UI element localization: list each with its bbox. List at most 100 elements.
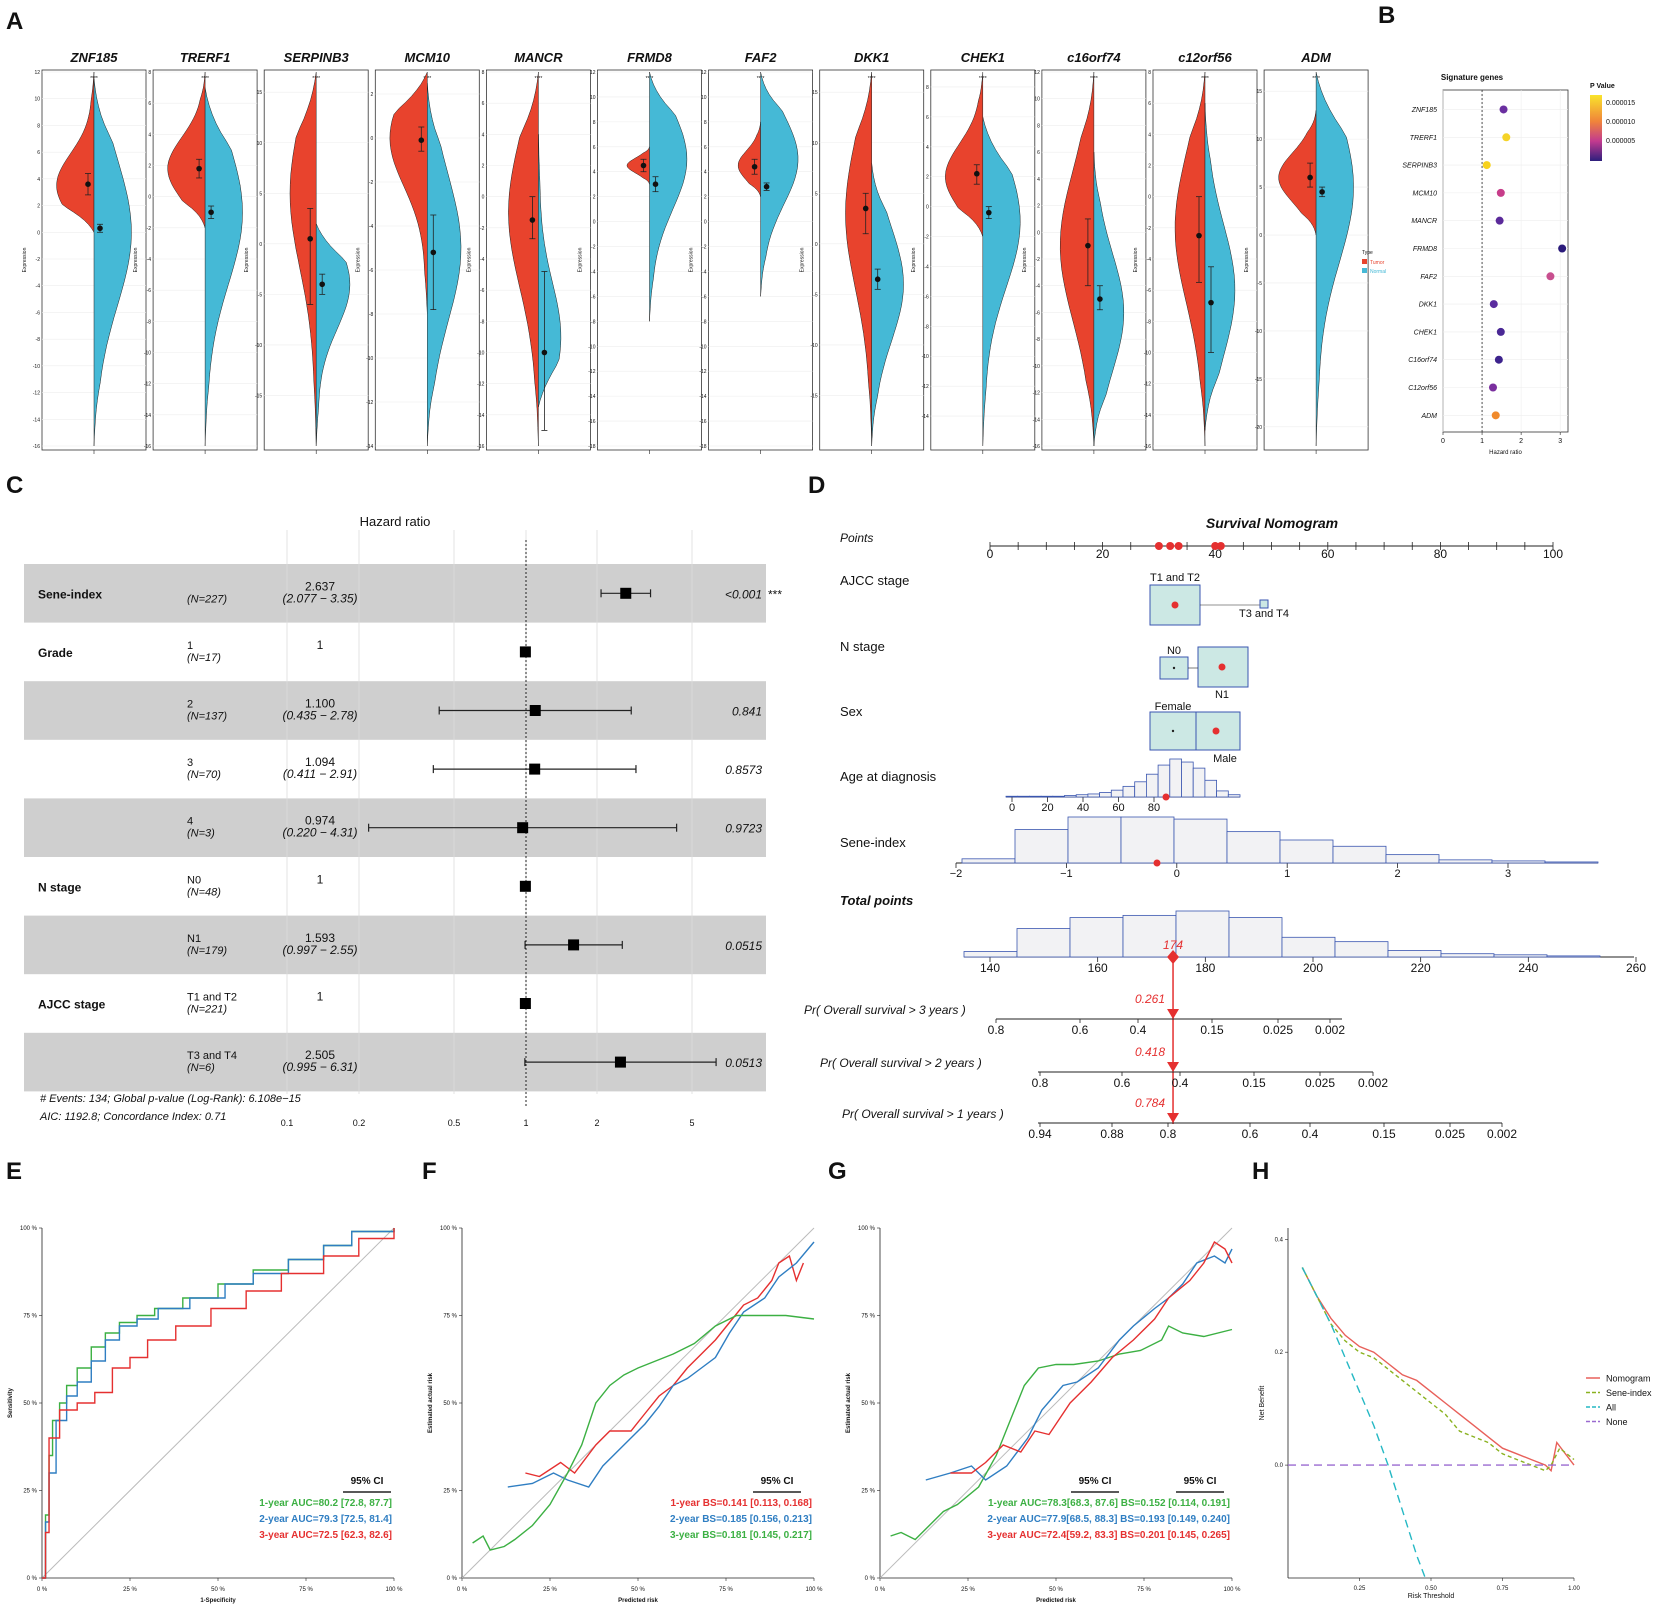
violin-normal-mean-point [986,209,992,216]
violin-gene-title: CHEK1 [961,50,1005,65]
forest-estimate-marker [529,705,541,716]
ci-header: 95% CI [761,1476,794,1487]
violin-gene-title: FAF2 [745,50,778,65]
forest-title: Hazard ratio [360,514,431,529]
violin-tumor-mean-point [974,170,980,177]
violin-normal-mean-point [1208,299,1214,306]
violin-tick-label: 10 [34,97,40,103]
violin-ylabel: Expression [911,247,917,272]
violin-tumor-half [1278,110,1317,236]
nomogram-points-tick-label: 60 [1321,547,1335,561]
nomogram-survival-label: Pr( Overall survival > 3 years ) [804,1003,966,1017]
violin-tick-label: 8 [1148,70,1151,76]
legend-entry-2: 3-year AUC=72.4[59.2, 83.3] BS=0.201 [0.… [987,1530,1230,1541]
nomogram-age-bar [1029,795,1042,798]
violin-legend-label-tumor: Tumor [1370,260,1385,266]
violin-tumor-mean-point [1196,232,1202,239]
violin-tick-label: 0 [1037,230,1040,236]
nomogram-total-bar [1122,914,1177,958]
forest-ci-value: (0.220 − 4.31) [282,826,357,840]
violin-tick-label: 12 [590,70,596,76]
nomogram-sene-bar [1014,829,1069,864]
x-tick-label: 75 % [299,1587,313,1593]
nomogram-survival-label: Pr( Overall survival > 2 years ) [820,1056,982,1070]
y-tick-label: 25 % [861,1489,875,1495]
roc-curve-plot: 0 % 0 % 25 % 25 % 50 % 50 % 75 % 75 % 100 % 100 %… [8,1226,403,1604]
violin-tick-label: -8 [591,319,596,325]
dotplot-colorbar-label: 0.000010 [1606,119,1635,126]
violin-tick-label: 10 [1257,137,1263,143]
nomogram-age-bar [1017,795,1030,798]
nomogram-survival-value: 0.784 [1135,1096,1165,1110]
violin-tick-label: 5 [1259,185,1262,191]
nomogram-sene-tick-label: −1 [1060,868,1073,880]
violin-legend-title: Type [1362,250,1373,256]
forest-estimate-marker [529,763,541,775]
nomogram-survival-tick-label: 0.8 [988,1023,1005,1037]
violin-tick-label: 0 [371,136,374,142]
nomogram-sene-tick-label: 3 [1505,868,1511,880]
violin-tick-label: -2 [1147,226,1152,232]
legend-label-sene-index: Sene-index [1606,1388,1652,1398]
violin-ylabel: Expression [1244,247,1250,272]
nomogram-age-tick-label: 80 [1148,802,1160,814]
violin-tick-label: 4 [593,170,596,176]
nomogram-age-bar [1169,758,1182,798]
violin-tick-label: -10 [1033,364,1040,370]
x-tick-label: 100 % [385,1587,403,1593]
violin-tick-label: -16 [699,419,706,425]
violin-tick-label: -4 [480,257,485,263]
violin-tick-label: -15 [255,393,262,399]
nomogram-survival-marker [1167,1113,1180,1123]
nomogram-age-bar [1134,781,1147,798]
violin-tick-label: 8 [148,70,151,76]
dotplot-gene-label: CHEK1 [1414,329,1437,336]
forest-row-shade [24,564,766,623]
violin-ylabel: Expression [466,247,472,272]
violin-tick-label: 0 [593,220,596,226]
legend-entry-2: 3-year AUC=72.5 [62.3, 82.6] [259,1530,392,1541]
dotplot-point-chek1 [1496,327,1505,336]
violin-tick-label: 6 [37,150,40,156]
violin-normal-half [1315,71,1354,447]
violin-tumor-half [289,71,317,447]
violin-tick-label: -12 [588,369,595,375]
forest-x-tick-label: 2 [594,1118,599,1128]
nomogram-age-label: Age at diagnosis [840,769,937,784]
y-tick-label: 100 % [858,1226,876,1232]
violin-tick-label: 0 [704,220,707,226]
legend-entry-1: 2-year AUC=79.3 [72.5, 81.4] [259,1514,392,1525]
y-axis-label: Estimated actual risk [846,1372,852,1433]
nomogram-total-bar [1281,936,1336,958]
panel-label-f: F [422,1158,437,1185]
y-tick-label: 0 % [447,1576,458,1582]
dotplot-gene-label: FRMD8 [1413,246,1437,253]
forest-hr-value: 1 [317,638,324,652]
dotplot-point-serpinb3 [1482,161,1491,170]
forest-row-shade [24,915,766,975]
violin-ylabel: Expression [22,247,28,272]
nomogram-points-tick-label: 100 [1543,547,1563,561]
violin-tick-label: -2 [1035,257,1040,263]
forest-x-tick-label: 0.2 [353,1118,366,1128]
nomogram-points-tick-label: 20 [1096,547,1110,561]
violin-tick-label: 2 [37,204,40,210]
dotplot-point-mcm10 [1496,188,1505,197]
violin-tick-label: -14 [366,444,373,450]
nomogram-total-value: 174 [1163,938,1183,952]
nomogram-survival-marker [1167,1062,1180,1072]
forest-estimate-marker [519,646,531,658]
forest-level-label: 3 [187,757,193,769]
violin-tick-label: -10 [1144,351,1151,357]
y-tick-label: 50 % [443,1401,457,1407]
violin-tick-label: -20 [1255,425,1262,431]
violin-normal-half [315,223,351,447]
nomogram-total-tick-label: 200 [1303,961,1323,975]
violin-tick-label: -10 [33,364,40,370]
violin-tick-label: 2 [926,175,929,181]
nomogram-age-bar [1005,795,1019,798]
series-line-all [1301,1267,1426,1579]
y-tick-label: 0.4 [1275,1237,1284,1243]
dotplot-gene-label: ZNF185 [1411,107,1437,114]
violin-tick-label: -4 [591,269,596,275]
